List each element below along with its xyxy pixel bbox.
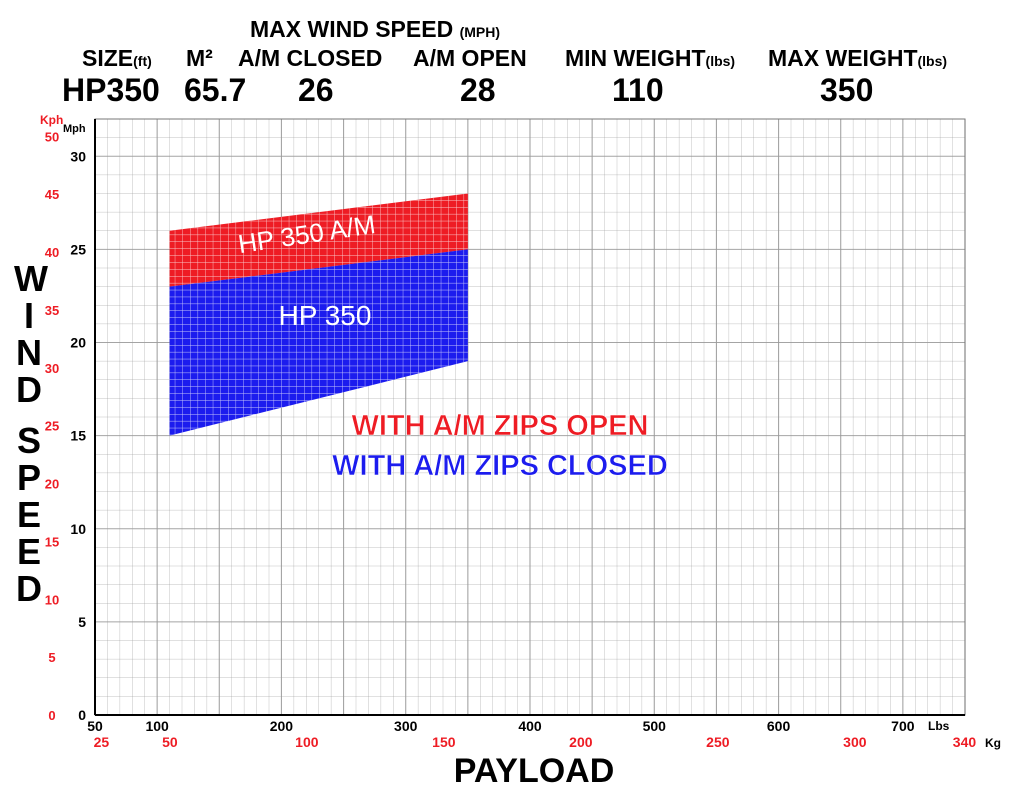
- y-axis-title-letter: E: [16, 494, 41, 535]
- model-value: HP350: [62, 72, 160, 108]
- x-tick-label-lbs: 100: [145, 718, 169, 734]
- am-closed-label: A/M CLOSED: [238, 45, 383, 71]
- y-axis-title-letter: E: [16, 531, 41, 572]
- min-weight-label: MIN WEIGHT(lbs): [565, 45, 735, 72]
- area-series-closed-grid-overlay: [169, 249, 468, 436]
- y-tick-label-mph: 15: [70, 428, 86, 444]
- y-tick-label-mph: 30: [70, 148, 86, 164]
- y-axis-title-letter: N: [16, 332, 42, 373]
- legend-open: WITH A/M ZIPS OPEN: [352, 410, 649, 442]
- y-axis-title-letter: P: [16, 457, 41, 498]
- y-tick-label-mph: 0: [78, 707, 86, 723]
- chart-grid: [94, 118, 966, 716]
- min-weight-label-text: MIN WEIGHT: [565, 45, 706, 71]
- area-series-open-grid-overlay: [169, 193, 468, 287]
- y-tick-label-kph: 5: [48, 650, 55, 665]
- min-weight-value: 110: [612, 72, 664, 108]
- x-tick-label-kg: 200: [569, 734, 593, 750]
- y-axis-title-letter: W: [14, 258, 48, 299]
- x-tick-label-lbs: 50: [87, 718, 103, 734]
- max-wind-speed-unit: (MPH): [459, 24, 501, 40]
- x-tick-label-kg: 250: [706, 734, 730, 750]
- y-unit-secondary: Kph: [40, 113, 63, 127]
- y-axis-title-letter: D: [16, 568, 42, 609]
- y-tick-label-kph: 30: [45, 361, 59, 376]
- y-tick-label-kph: 45: [45, 187, 59, 202]
- legend-closed: WITH A/M ZIPS CLOSED: [332, 450, 668, 482]
- max-wind-speed-title: MAX WIND SPEED: [250, 16, 454, 42]
- chart-areas: [169, 193, 468, 436]
- x-axis-title: PAYLOAD: [454, 752, 615, 790]
- x-tick-label-lbs: 300: [394, 718, 418, 734]
- x-tick-label-lbs: 200: [270, 718, 294, 734]
- max-weight-label: MAX WEIGHT(lbs): [768, 45, 947, 72]
- y-tick-label-mph: 20: [70, 335, 86, 351]
- x-tick-label-kg: 300: [843, 734, 867, 750]
- x-unit-secondary: Kg: [985, 736, 1001, 750]
- series-label-closed: HP 350: [279, 300, 372, 331]
- min-weight-label-unit: (lbs): [705, 53, 736, 69]
- y-tick-label-kph: 0: [48, 708, 55, 723]
- x-tick-label-kg: 340: [953, 734, 977, 750]
- x-unit-primary: Lbs: [928, 719, 950, 733]
- x-tick-label-lbs: 700: [891, 718, 915, 734]
- max-wind-open-value: 28: [460, 72, 496, 108]
- max-weight-value: 350: [820, 72, 874, 108]
- y-unit-primary: Mph: [63, 123, 86, 135]
- y-tick-label-mph: 25: [70, 241, 86, 257]
- size-label-text: SIZE: [82, 45, 134, 71]
- y-axis-title-letter: S: [16, 420, 41, 461]
- x-tick-label-kg: 25: [94, 734, 110, 750]
- y-tick-label-kph: 50: [45, 129, 59, 144]
- y-tick-label-kph: 20: [45, 477, 59, 492]
- max-weight-label-unit: (lbs): [917, 53, 948, 69]
- y-tick-label-kph: 35: [45, 303, 59, 318]
- x-tick-label-kg: 150: [432, 734, 456, 750]
- x-tick-label-kg: 100: [295, 734, 319, 750]
- x-tick-label-lbs: 600: [767, 718, 791, 734]
- y-tick-label-kph: 10: [45, 592, 59, 607]
- size-label: SIZE(ft): [82, 45, 152, 72]
- am-open-label: A/M OPEN: [413, 45, 527, 71]
- y-axis-title-letter: I: [23, 295, 34, 336]
- max-weight-label-text: MAX WEIGHT: [768, 45, 918, 71]
- chart-axes: [94, 119, 965, 716]
- y-tick-label-mph: 5: [78, 614, 86, 630]
- x-tick-label-kg: 50: [162, 734, 178, 750]
- x-tick-label-lbs: 400: [518, 718, 542, 734]
- y-tick-label-kph: 15: [45, 534, 59, 549]
- y-tick-label-kph: 40: [45, 245, 59, 260]
- area-value: 65.7: [184, 72, 247, 108]
- max-wind-speed-heading: MAX WIND SPEED (MPH): [250, 16, 500, 43]
- area-label: M²: [186, 45, 213, 71]
- size-label-unit: (ft): [133, 53, 152, 69]
- y-tick-label-mph: 10: [70, 521, 86, 537]
- y-axis-title-letter: D: [16, 369, 42, 410]
- y-tick-label-kph: 25: [45, 419, 59, 434]
- max-wind-closed-value: 26: [298, 72, 334, 108]
- x-tick-label-lbs: 500: [643, 718, 667, 734]
